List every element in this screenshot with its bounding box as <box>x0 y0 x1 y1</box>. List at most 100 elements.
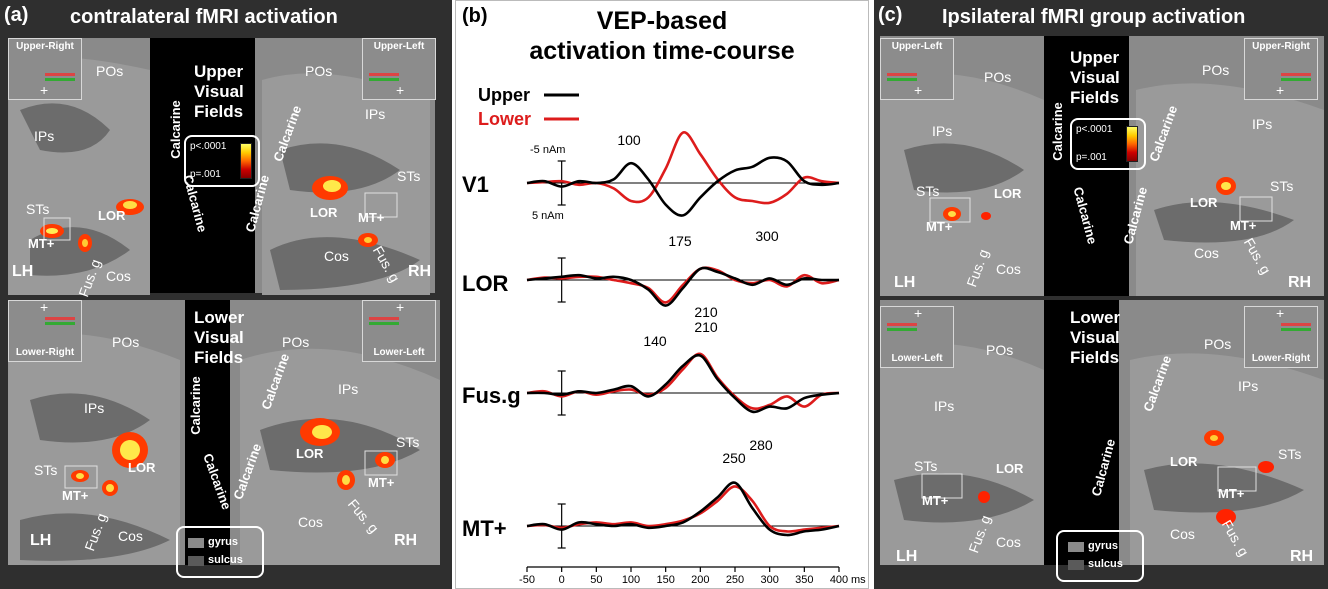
pos-label: POs <box>986 342 1014 358</box>
mt-label: MT+ <box>358 210 385 225</box>
surface-legend: gyrus sulcus <box>1056 530 1144 582</box>
stimulus-green <box>369 78 399 81</box>
cos-label: Cos <box>118 528 143 544</box>
sts-label: STs <box>26 201 50 217</box>
legend-lower-label: Lower <box>478 109 531 129</box>
peak-annotation: 300 <box>755 228 779 244</box>
sulcus-label: sulcus <box>1088 558 1123 570</box>
ips-label: IPs <box>932 123 953 139</box>
stimulus-green <box>887 78 917 81</box>
mt-label: MT+ <box>28 236 55 251</box>
cos-label: Cos <box>1170 526 1195 542</box>
inset-upper-right: Upper-Right + <box>8 38 82 100</box>
mt-label: MT+ <box>368 475 395 490</box>
x-tick-label: 350 <box>795 574 813 586</box>
pvalue-bottom: p=.001 <box>1076 152 1107 163</box>
stimulus-green <box>45 322 75 325</box>
panel-a-title: contralateral fMRI activation <box>70 6 338 28</box>
pos-label: POs <box>96 63 124 79</box>
panel-c: (c) Ipsilateral fMRI group activation Up… <box>874 0 1328 589</box>
calcarine-label: Calcarine <box>167 100 183 159</box>
panel-a-tag: (a) <box>4 4 29 26</box>
peak-annotation: 210 <box>694 319 718 335</box>
panel-b-title-line1: VEP-based <box>596 7 728 35</box>
stimulus-red <box>369 73 399 76</box>
x-tick-label: 100 <box>622 574 640 586</box>
lor-label: LOR <box>296 446 324 461</box>
panel-c-tag: (c) <box>878 4 903 26</box>
calcarine-label: Calcarine <box>187 376 203 435</box>
ips-label: IPs <box>365 106 386 122</box>
lower-visual-fields-label: Lower Visual Fields <box>194 308 245 367</box>
stimulus-red <box>1281 73 1311 76</box>
gyrus-swatch <box>188 538 204 548</box>
series-line-lower <box>526 352 840 410</box>
legend-upper-label: Upper <box>478 85 530 105</box>
pvalue-top: p<.0001 <box>1076 124 1113 135</box>
calcarine-label: Calcarine <box>1049 102 1065 161</box>
cos-label: Cos <box>106 268 131 284</box>
gyrus-label: gyrus <box>1088 540 1118 552</box>
lh-label: LH <box>896 548 918 565</box>
series-line-lower <box>526 131 840 205</box>
ips-label: IPs <box>1252 116 1273 132</box>
vep-timecourse-chart: Upper Lower V1 100 175 300 LOR 140 210 Fus.g 210 28… <box>462 85 866 586</box>
cos-label: Cos <box>324 248 349 264</box>
ips-label: IPs <box>84 400 105 416</box>
x-tick-label: -50 <box>519 574 535 586</box>
sts-label: STs <box>914 458 938 474</box>
inset-label: Upper-Left <box>373 41 425 52</box>
x-tick-label: 200 <box>691 574 709 586</box>
cos-label: Cos <box>298 514 323 530</box>
cos-label: Cos <box>1194 245 1219 261</box>
lower-visual-fields-label: Lower Visual Fields <box>1070 308 1121 367</box>
lor-label: LOR <box>128 460 156 475</box>
stimulus-red <box>369 317 399 320</box>
pvalue-colorbar: p<.0001 p=.001 <box>1070 118 1146 170</box>
sts-label: STs <box>1270 178 1294 194</box>
fixation-cross-icon: + <box>396 299 405 315</box>
panel-b-tag: (b) <box>462 5 488 27</box>
ips-label: IPs <box>34 128 55 144</box>
series-line-upper <box>526 156 840 217</box>
sts-label: STs <box>34 462 58 478</box>
x-tick-label: 0 <box>559 574 565 586</box>
mt-label: MT+ <box>1218 486 1245 501</box>
panel-a-brain-maps <box>8 38 440 565</box>
peak-annotation: 210 <box>694 304 718 320</box>
stimulus-green <box>887 328 917 331</box>
inset-label: Upper-Right <box>1252 41 1310 52</box>
inset-label: Upper-Left <box>891 41 943 52</box>
x-tick-label: 50 <box>590 574 602 586</box>
ips-label: IPs <box>338 381 359 397</box>
panel-b: (b) VEP-based activation time-course Upp… <box>455 0 869 589</box>
peak-annotation: 280 <box>749 437 773 453</box>
cos-label: Cos <box>996 261 1021 277</box>
inset-lower-left: + Lower-Left <box>362 299 436 362</box>
stimulus-red <box>1281 323 1311 326</box>
stimulus-red <box>887 323 917 326</box>
peak-annotation: 140 <box>643 333 667 349</box>
fixation-cross-icon: + <box>914 82 923 98</box>
series-line-upper <box>526 353 840 414</box>
ips-label: IPs <box>1238 378 1259 394</box>
lor-label: LOR <box>994 186 1022 201</box>
gyrus-swatch <box>1068 542 1084 552</box>
fixation-cross-icon: + <box>40 82 49 98</box>
series-line-lower <box>526 485 840 533</box>
sulcus-label: sulcus <box>208 554 243 566</box>
sts-label: STs <box>397 168 421 184</box>
inset-lower-right: + Lower-Right <box>1244 305 1318 368</box>
row-label: LOR <box>462 271 509 296</box>
rh-label: RH <box>394 532 418 549</box>
x-axis-unit-label: ms <box>851 574 866 586</box>
pvalue-bottom: p=.001 <box>190 169 221 180</box>
sts-label: STs <box>396 434 420 450</box>
x-tick-label: 150 <box>656 574 674 586</box>
inset-upper-left: Upper-Left + <box>362 38 436 100</box>
lor-label: LOR <box>1190 195 1218 210</box>
gyrus-label: gyrus <box>208 536 238 548</box>
mt-label: MT+ <box>926 219 953 234</box>
peak-annotation: 175 <box>668 233 692 249</box>
pos-label: POs <box>112 334 140 350</box>
